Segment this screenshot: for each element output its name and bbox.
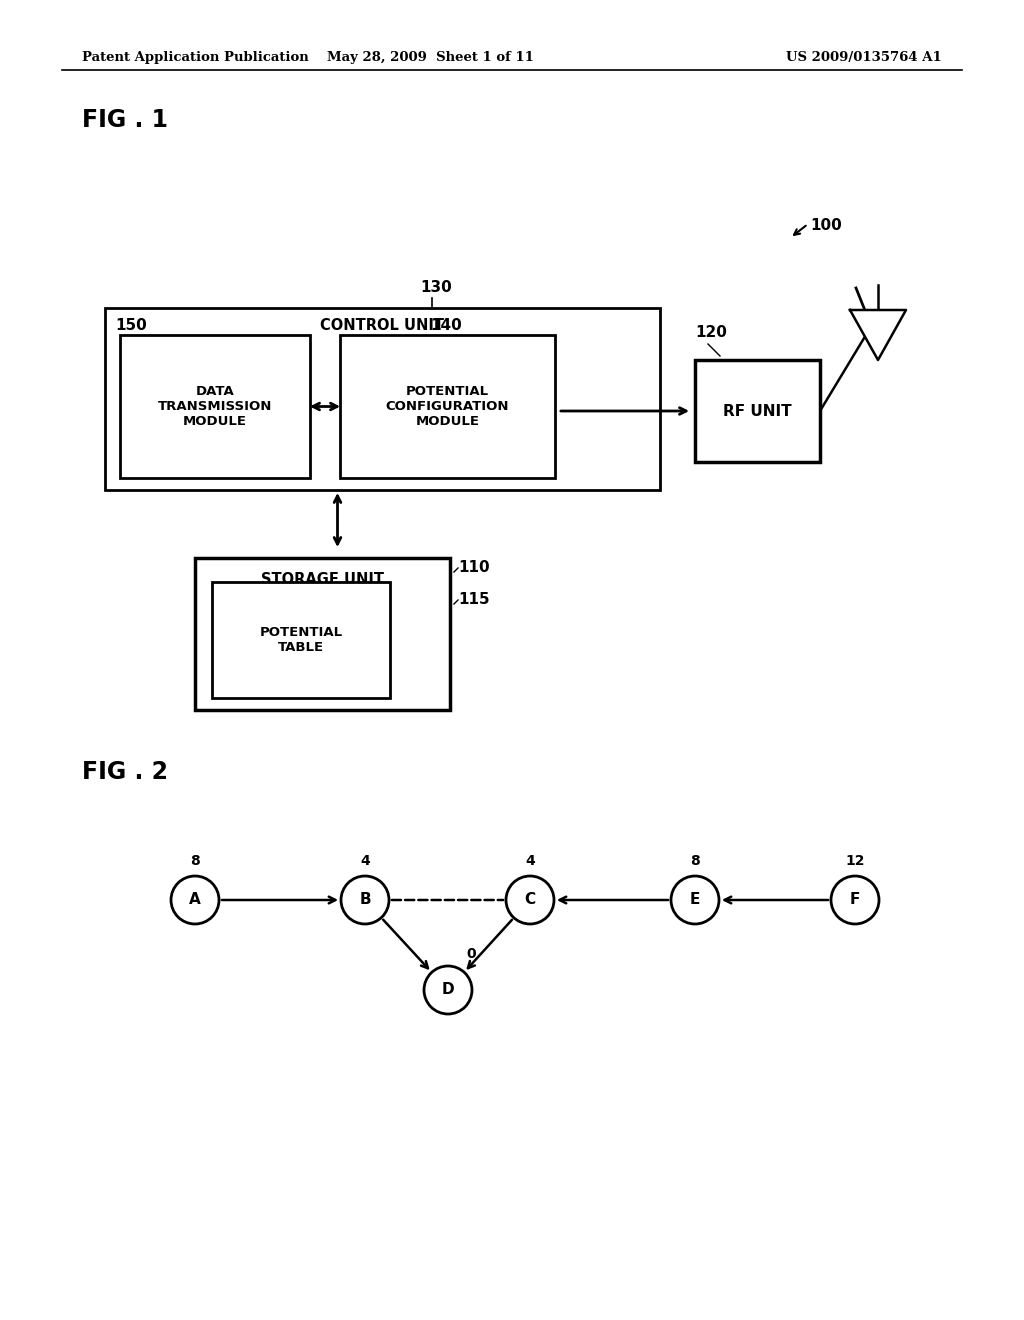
Bar: [195, 558, 450, 710]
Text: E: E: [690, 892, 700, 908]
Circle shape: [424, 966, 472, 1014]
Text: B: B: [359, 892, 371, 908]
Text: 4: 4: [360, 854, 370, 869]
Text: DATA
TRANSMISSION
MODULE: DATA TRANSMISSION MODULE: [158, 385, 272, 428]
Text: C: C: [524, 892, 536, 908]
Text: RF UNIT: RF UNIT: [723, 404, 792, 418]
Text: 0: 0: [466, 946, 475, 961]
Text: 130: 130: [420, 280, 452, 294]
Text: 110: 110: [458, 561, 489, 576]
Text: 12: 12: [845, 854, 864, 869]
Circle shape: [171, 876, 219, 924]
Text: 100: 100: [810, 218, 842, 234]
Bar: [340, 335, 555, 478]
Circle shape: [506, 876, 554, 924]
Circle shape: [671, 876, 719, 924]
Bar: [695, 360, 820, 462]
Text: FIG . 1: FIG . 1: [82, 108, 168, 132]
Text: Patent Application Publication: Patent Application Publication: [82, 51, 309, 65]
Text: D: D: [441, 982, 455, 998]
Text: 4: 4: [525, 854, 535, 869]
Text: 150: 150: [115, 318, 146, 334]
Text: 8: 8: [190, 854, 200, 869]
Bar: [212, 582, 390, 698]
Text: US 2009/0135764 A1: US 2009/0135764 A1: [786, 51, 942, 65]
Text: 115: 115: [458, 593, 489, 607]
Text: POTENTIAL
CONFIGURATION
MODULE: POTENTIAL CONFIGURATION MODULE: [386, 385, 509, 428]
Polygon shape: [850, 310, 906, 360]
Text: F: F: [850, 892, 860, 908]
Circle shape: [831, 876, 879, 924]
Circle shape: [341, 876, 389, 924]
Text: FIG . 2: FIG . 2: [82, 760, 168, 784]
Text: 8: 8: [690, 854, 699, 869]
Text: CONTROL UNIT: CONTROL UNIT: [321, 318, 444, 334]
Text: May 28, 2009  Sheet 1 of 11: May 28, 2009 Sheet 1 of 11: [327, 51, 534, 65]
Text: POTENTIAL
TABLE: POTENTIAL TABLE: [259, 626, 343, 653]
Text: 140: 140: [430, 318, 462, 334]
Text: 120: 120: [695, 325, 727, 341]
Text: STORAGE UNIT: STORAGE UNIT: [261, 573, 384, 587]
Text: A: A: [189, 892, 201, 908]
Bar: [120, 335, 310, 478]
Bar: [105, 308, 660, 490]
